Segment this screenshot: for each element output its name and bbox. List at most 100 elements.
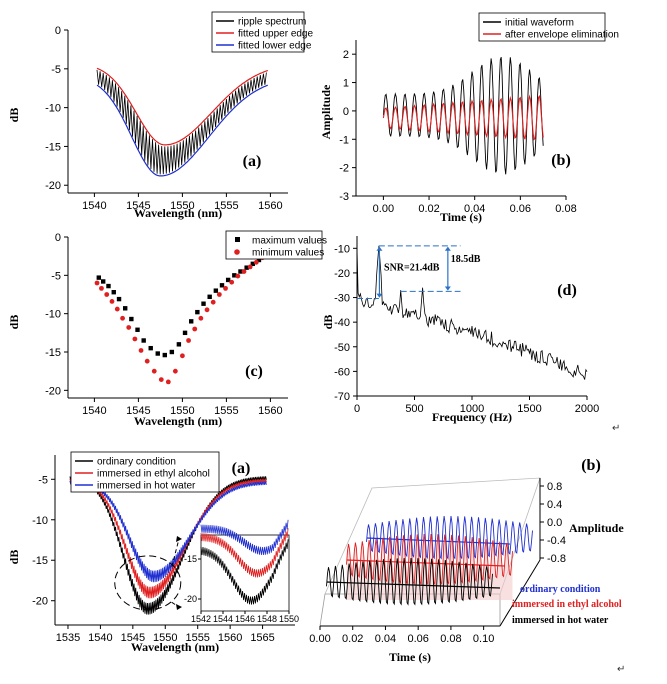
x-tick-label: 0 <box>354 403 360 415</box>
minimum-value-point <box>192 326 198 332</box>
maximum-value-point <box>219 283 225 288</box>
x-tick-label: 1555 <box>185 632 209 644</box>
minimum-value-point <box>235 273 241 279</box>
maximum-value-point <box>207 294 212 299</box>
minimum-value-point <box>151 368 157 374</box>
x-axis-label: Wavelength (nm) <box>131 640 219 654</box>
y-tick-label: -5 <box>38 474 48 486</box>
x-tick-label: 0.10 <box>473 633 494 645</box>
maximum-value-point <box>96 275 101 280</box>
y-axis-label: dB <box>321 315 335 330</box>
inset-x-tick-label: 1548 <box>257 614 277 624</box>
panel-d: 0 500 1000 1500 2000 -10 -20 -30 -40 -50 -60 -70 SNR… <box>321 236 599 424</box>
minimum-value-point <box>210 299 216 305</box>
y-axis-label: dB <box>7 108 21 123</box>
maximum-value-point <box>135 327 140 332</box>
y-tick-label: 1 <box>343 78 349 90</box>
inset-x-tick-label: 1546 <box>235 614 255 624</box>
legend-label: minimum values <box>252 248 324 259</box>
inset-series <box>200 519 289 556</box>
minimum-value-point <box>186 338 191 343</box>
legend-box <box>225 230 323 260</box>
minimum-value-point <box>144 358 150 364</box>
z-tick-label: -0.4 <box>547 535 566 547</box>
minimum-value-point <box>138 348 144 353</box>
y-axis-label: dB <box>7 550 21 565</box>
x-tick-label: 1550 <box>170 405 194 417</box>
legend-label: fitted upper edge <box>238 29 313 40</box>
minimum-value-point <box>198 315 204 321</box>
x-tick-label: 0.02 <box>418 203 439 215</box>
x-tick-label: 0.02 <box>342 633 363 645</box>
x-tick-label: 0.06 <box>407 633 428 645</box>
y-tick-label: -10 <box>32 515 48 527</box>
x-tick-label: 0.00 <box>309 633 330 645</box>
inset-y-tick-label: -15 <box>184 554 197 564</box>
inset-series <box>200 528 289 578</box>
y-tick-label: 0 <box>55 25 61 37</box>
series-ripple-spectrum <box>96 69 267 175</box>
y-tick-label: -15 <box>45 141 61 153</box>
x-tick-label: 1555 <box>214 200 238 212</box>
minimum-value-point <box>223 285 228 291</box>
x-tick-label: 1540 <box>82 200 106 212</box>
y-tick-label: -20 <box>32 596 48 608</box>
legend-marker <box>235 237 240 242</box>
x-tick-label: 1560 <box>258 200 282 212</box>
panel-b: 0.00 0.02 0.04 0.06 0.08 2 1 0 -1 -2 -3 initial wav… <box>319 12 619 224</box>
y-tick-label: -10 <box>45 103 61 115</box>
y-tick-label: -15 <box>32 555 48 567</box>
x-tick-label: 1545 <box>126 405 150 417</box>
inset-pointer <box>171 538 180 567</box>
minimum-value-point <box>241 269 247 274</box>
series-after-envelope-elimination <box>382 94 544 141</box>
y-tick-label: -20 <box>45 180 61 192</box>
x-tick-label: 1545 <box>126 200 150 212</box>
maximum-value-point <box>169 349 175 355</box>
arrow-head <box>376 293 383 298</box>
panel-label: (a) <box>243 153 262 170</box>
maximum-value-point <box>256 257 262 263</box>
panel-c: 1540 1545 1550 1555 1560 0 -5 -10 -15 -20 maximum … <box>7 230 327 428</box>
x-tick-label: 0.08 <box>555 203 576 215</box>
y-tick-label: -5 <box>51 270 61 282</box>
maximum-value-point <box>176 342 182 347</box>
series-label-hot-water: immersed in hot water <box>512 615 609 626</box>
legend-label: maximum values <box>252 236 327 247</box>
x-axis-label: Wavelength (nm) <box>134 414 222 428</box>
maximum-value-point <box>148 345 153 351</box>
minimum-value-point <box>99 285 104 291</box>
series-ordinary-condition <box>69 476 267 615</box>
x-axis-label: Frequency (Hz) <box>432 410 512 424</box>
maximum-value-point <box>244 265 249 270</box>
series-fitted-lower-edge <box>96 84 268 177</box>
minimum-value-point <box>132 336 138 342</box>
panel-label: (b) <box>551 152 571 169</box>
x-axis-label: Wavelength (nm) <box>134 206 222 220</box>
minimum-value-point <box>104 292 110 297</box>
minimum-value-point <box>216 292 222 297</box>
inset-x-tick-label: 1550 <box>279 614 299 624</box>
legend-label: after envelope elimination <box>505 30 619 41</box>
y-tick-label: -20 <box>334 268 350 280</box>
panel-label: (b) <box>581 457 601 474</box>
maximum-value-point <box>232 273 237 278</box>
y-tick-label: -60 <box>334 366 350 378</box>
y-tick-label: -10 <box>45 309 61 321</box>
maximum-value-point <box>116 296 122 302</box>
z-tick-label: 0.8 <box>547 481 562 493</box>
maximum-value-point <box>213 288 219 293</box>
maximum-value-point <box>106 283 111 289</box>
maximum-value-point <box>238 269 243 274</box>
legend-label: immersed in ethyl alcohol <box>97 469 210 480</box>
panel-a: 1540 1545 1550 1555 1560 0 -5 -10 -15 -20 ripple s… <box>7 11 313 220</box>
legend-label: ordinary condition <box>97 457 176 468</box>
legend-box <box>478 12 606 42</box>
y-tick-label: -30 <box>334 293 350 305</box>
minimum-value-point <box>120 315 125 321</box>
series-immersed-in-hot-water <box>326 558 493 606</box>
maximum-value-point <box>101 279 106 284</box>
panel-label: (a) <box>232 460 251 477</box>
inset-x-tick-label: 1544 <box>213 614 233 624</box>
